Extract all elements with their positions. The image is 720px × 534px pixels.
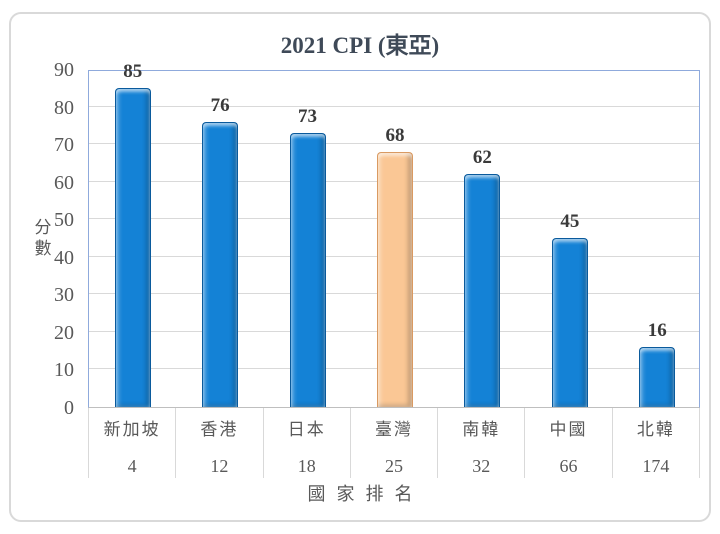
category-name-label: 北韓 <box>636 420 675 439</box>
bar <box>639 346 676 407</box>
category-cell: 新加坡 4 <box>88 408 177 478</box>
bar-value-label: 76 <box>210 94 230 116</box>
y-tick-label: 30 <box>54 284 74 307</box>
bar-value-label: 16 <box>647 319 667 341</box>
category-rank-label: 4 <box>127 456 137 476</box>
x-axis-title: 國家排名 <box>307 484 424 504</box>
category-name-label: 新加坡 <box>103 420 161 439</box>
gridline <box>89 143 699 145</box>
category-rank-label: 174 <box>642 456 670 476</box>
category-cell: 北韓 174 <box>613 408 700 478</box>
category-name-label: 中國 <box>549 420 588 439</box>
category-rank-label: 66 <box>559 456 578 476</box>
category-cell: 香港 12 <box>176 408 264 478</box>
bar-value-label: 85 <box>123 60 143 82</box>
category-axis: 新加坡 4 香港 12 日本 18 臺灣 25 南韓 32 中國 66 北韓 174 <box>88 408 700 478</box>
bar-value-label: 73 <box>298 105 318 127</box>
bar <box>202 121 239 407</box>
chart-title: 2021 CPI (東亞) <box>280 33 440 58</box>
category-rank-label: 32 <box>472 456 491 476</box>
category-name-label: 香港 <box>200 420 239 439</box>
category-name-label: 南韓 <box>462 420 501 439</box>
bar <box>464 174 501 407</box>
y-axis-title: 分數 <box>31 218 51 260</box>
y-tick-label: 20 <box>54 321 74 344</box>
gridline <box>89 105 699 107</box>
bar-value-label: 68 <box>385 124 405 146</box>
category-name-label: 臺灣 <box>374 420 413 439</box>
category-name-label: 日本 <box>287 420 326 439</box>
category-cell: 日本 18 <box>264 408 351 478</box>
y-tick-label: 0 <box>64 397 74 419</box>
category-rank-label: 25 <box>384 456 403 476</box>
bar <box>289 132 326 407</box>
category-cell: 中國 66 <box>525 408 613 478</box>
y-tick-label: 90 <box>54 59 74 81</box>
y-tick-label: 50 <box>54 209 74 232</box>
bar-highlighted <box>377 151 413 407</box>
category-rank-label: 12 <box>210 456 229 476</box>
y-tick-label: 70 <box>54 134 74 157</box>
y-tick-label: 10 <box>54 359 74 382</box>
category-cell: 南韓 32 <box>438 408 526 478</box>
bar-value-label: 62 <box>472 147 492 169</box>
category-cell: 臺灣 25 <box>351 408 439 478</box>
plot-area: 85 76 73 68 62 45 16 <box>88 61 700 408</box>
y-tick-label: 80 <box>54 96 74 119</box>
bar <box>551 238 588 407</box>
bar <box>114 87 151 407</box>
y-tick-label: 60 <box>54 171 74 194</box>
category-rank-label: 18 <box>297 456 316 476</box>
y-tick-label: 40 <box>54 246 74 269</box>
bar-value-label: 45 <box>560 211 580 232</box>
